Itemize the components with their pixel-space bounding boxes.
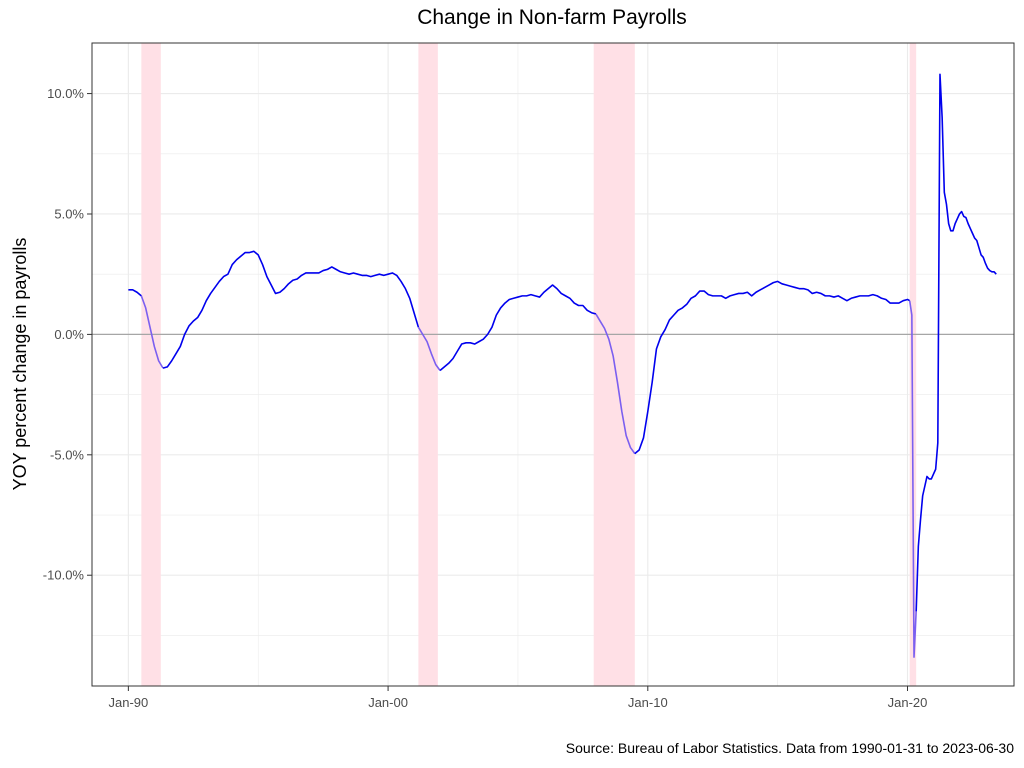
series-line-recession — [417, 326, 441, 371]
series-line — [634, 280, 911, 455]
series-line — [128, 289, 142, 297]
recession-bands — [141, 43, 917, 686]
series-line — [439, 284, 597, 372]
y-tick-label: 5.0% — [54, 206, 84, 221]
y-tick-label: 10.0% — [47, 86, 84, 101]
y-tick-label: -10.0% — [43, 568, 85, 583]
series-lines — [128, 73, 997, 658]
x-tick-label: Jan-90 — [108, 695, 148, 710]
chart-title: Change in Non-farm Payrolls — [417, 6, 687, 29]
y-tick-label: 0.0% — [54, 327, 84, 342]
panel-border — [91, 42, 1015, 687]
x-tick-label: Jan-00 — [368, 695, 408, 710]
recession-band — [141, 43, 161, 686]
series-line-recession — [595, 313, 636, 455]
series-line — [162, 250, 420, 369]
series-line-recession — [908, 300, 917, 658]
chart-caption: Source: Bureau of Labor Statistics. Data… — [565, 740, 1014, 756]
x-tick-label: Jan-10 — [628, 695, 668, 710]
recession-band — [418, 43, 438, 686]
series-line-recession — [140, 295, 164, 369]
series-line — [915, 73, 997, 612]
y-axis-title: YOY percent change in payrolls — [10, 238, 30, 491]
x-axis: Jan-90 Jan-00 Jan-10 Jan-20 — [108, 686, 927, 710]
grid-layer — [92, 43, 1014, 686]
y-tick-label: -5.0% — [50, 447, 84, 462]
y-axis: 10.0% 5.0% 0.0% -5.0% -10.0% — [43, 86, 92, 583]
x-tick-label: Jan-20 — [888, 695, 928, 710]
